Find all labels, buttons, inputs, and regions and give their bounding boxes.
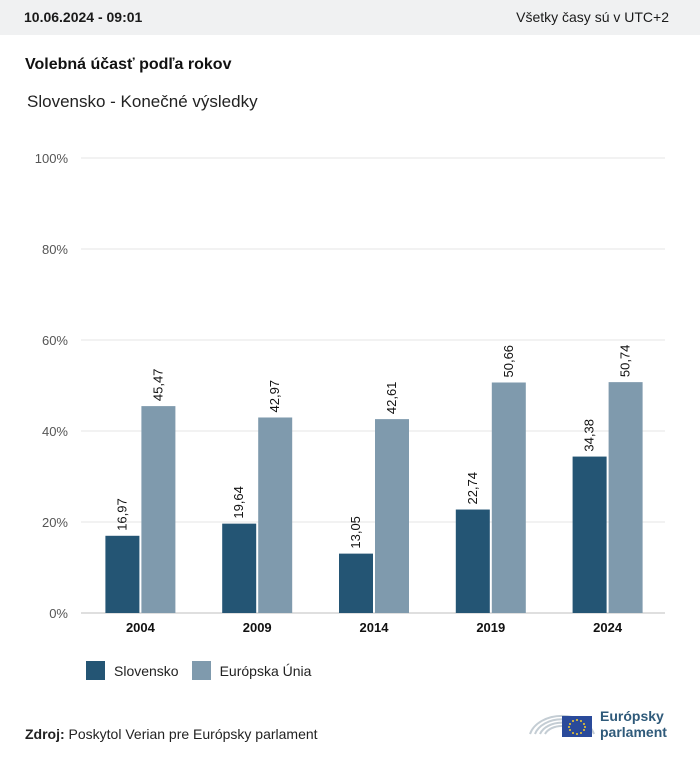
data-label: 16,97 xyxy=(114,498,129,531)
bar-eu-2024 xyxy=(608,382,643,613)
bar-slovensko-2004 xyxy=(105,535,140,613)
bar-slovensko-2014 xyxy=(339,553,373,613)
y-tick-label: 80% xyxy=(42,242,68,257)
hemicycle-icon xyxy=(529,714,595,737)
y-tick-label: 40% xyxy=(42,424,68,439)
bar-slovensko-2019 xyxy=(455,509,490,613)
x-tick-label: 2019 xyxy=(476,620,505,635)
legend-item-eu: Európska Únia xyxy=(191,661,312,680)
legend-swatch-slovensko xyxy=(86,661,105,680)
european-parliament-logo: Európsky parlament xyxy=(528,700,678,742)
top-bar: 10.06.2024 - 09:01 Všetky časy sú v UTC+… xyxy=(0,0,700,35)
legend-label-slovensko: Slovensko xyxy=(114,662,179,679)
bar-eu-2009 xyxy=(258,417,293,613)
x-tick-label: 2009 xyxy=(243,620,272,635)
bar-slovensko-2009 xyxy=(222,523,257,613)
source-label: Zdroj: xyxy=(25,726,65,742)
legend-item-slovensko: Slovensko xyxy=(86,661,179,680)
x-tick-label: 2004 xyxy=(126,620,156,635)
y-tick-label: 100% xyxy=(35,151,69,166)
data-label: 34,38 xyxy=(582,419,597,452)
legend-swatch-eu xyxy=(191,661,211,680)
source-text: Poskytol Verian pre Európsky parlament xyxy=(68,726,318,742)
data-label: 13,05 xyxy=(348,516,363,549)
chart-title: Volebná účasť podľa rokov xyxy=(25,56,232,73)
timezone-note: Všetky časy sú v UTC+2 xyxy=(516,9,669,25)
y-tick-label: 20% xyxy=(42,515,68,530)
source-note: Zdroj: Poskytol Verian pre Európsky parl… xyxy=(25,726,318,742)
legend-label-eu: Európska Únia xyxy=(219,662,312,679)
bar-eu-2004 xyxy=(141,406,176,613)
x-tick-label: 2024 xyxy=(593,620,623,635)
bar-eu-2014 xyxy=(375,419,409,613)
data-label: 42,61 xyxy=(384,382,399,415)
data-label: 19,64 xyxy=(231,486,246,519)
data-label: 50,74 xyxy=(618,345,633,378)
bar-eu-2019 xyxy=(491,382,526,613)
data-label: 22,74 xyxy=(465,472,480,505)
y-tick-label: 60% xyxy=(42,333,68,348)
chart-subtitle: Slovensko - Konečné výsledky xyxy=(27,92,258,111)
legend: Slovensko Európska Únia xyxy=(86,661,324,680)
x-tick-label: 2014 xyxy=(360,620,390,635)
data-label: 45,47 xyxy=(150,369,165,402)
turnout-bar-chart: 0% 20% 40% 60% 80% 100% 16,97 45,47 2004 19,64 42,… xyxy=(35,151,665,635)
y-tick-label: 0% xyxy=(49,606,68,621)
data-label: 50,66 xyxy=(501,345,516,378)
bar-slovensko-2024 xyxy=(572,456,607,613)
data-label: 42,97 xyxy=(267,380,282,413)
datetime: 10.06.2024 - 09:01 xyxy=(24,9,143,25)
logo-text: Európsky parlament xyxy=(600,708,667,740)
